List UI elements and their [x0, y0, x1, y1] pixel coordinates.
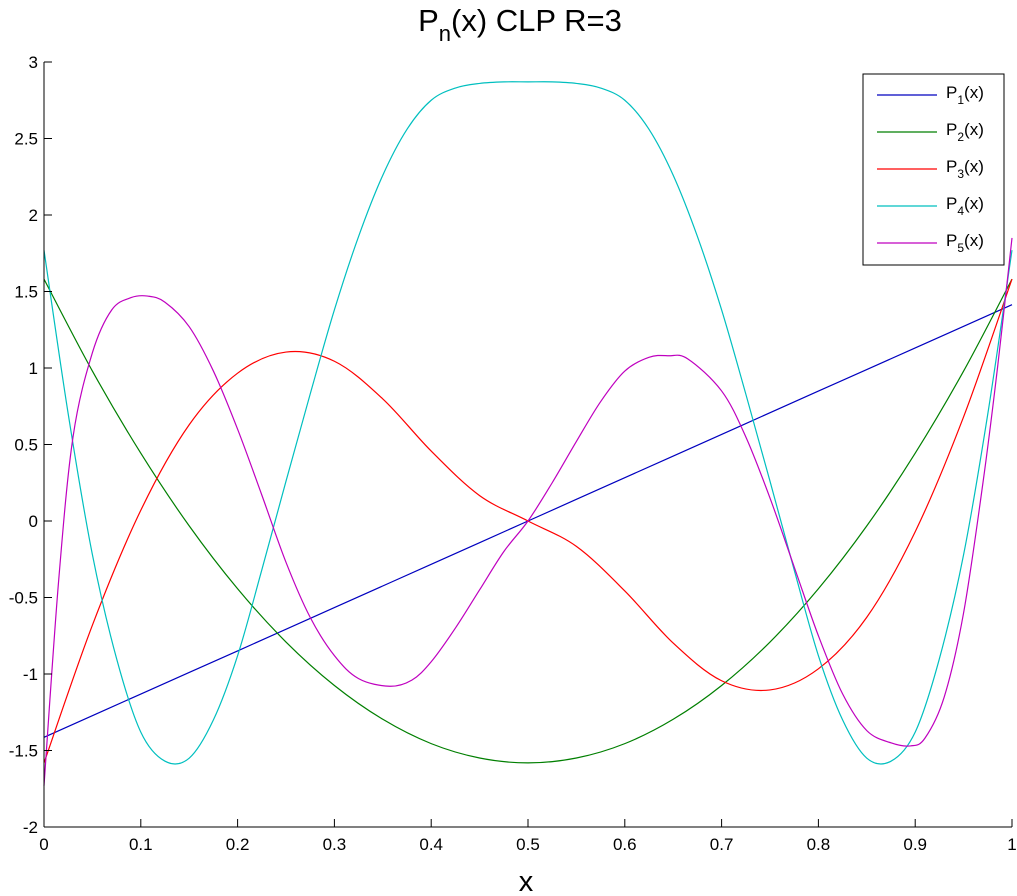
- chart-title-main: P: [418, 3, 439, 38]
- y-tick-label: -1.5: [9, 742, 38, 761]
- x-tick-label: 0.8: [807, 835, 831, 854]
- y-tick-label: -0.5: [9, 589, 38, 608]
- x-axis-label: x: [519, 866, 534, 896]
- y-tick-label: 3: [29, 53, 38, 72]
- x-tick-label: 0: [39, 835, 48, 854]
- chart-title: Pn(x) CLP R=3: [418, 3, 622, 46]
- series-line-p5: [43, 237, 1013, 786]
- x-tick-label: 0.6: [613, 835, 637, 854]
- legend-label-p5: P5(x): [946, 231, 984, 255]
- y-tick-label: -1: [23, 665, 38, 684]
- y-tick-label: 1: [29, 359, 38, 378]
- y-tick-label: 0: [29, 512, 38, 531]
- x-tick-label: 0.4: [419, 835, 443, 854]
- x-tick-label: 0.9: [903, 835, 927, 854]
- y-tick-label: 2: [29, 206, 38, 225]
- x-tick-label: 0.3: [323, 835, 347, 854]
- axes: 0 0.1 0.2 0.3 0.4 0.5 0.6 0.7 0.8 0.9 1 -2 -1.5 -1 -0.…: [9, 53, 1017, 854]
- y-tick-label: 1.5: [14, 283, 38, 302]
- x-tick-label: 0.5: [516, 835, 540, 854]
- series-line-p2: [43, 278, 1013, 764]
- x-tick-label: 0.1: [129, 835, 153, 854]
- series-line-p4: [43, 81, 1013, 765]
- legend: P1(x) P2(x) P3(x) P4(x) P5(x): [862, 73, 1005, 266]
- chart-title-rest: (x) CLP R=3: [451, 3, 622, 38]
- legend-label-p3: P3(x): [946, 157, 984, 181]
- x-tick-label: 1: [1007, 835, 1016, 854]
- y-tick-label: 0.5: [14, 436, 38, 455]
- x-tick-label: 0.2: [226, 835, 250, 854]
- legend-label-p4: P4(x): [946, 194, 984, 218]
- legend-label-p2: P2(x): [946, 120, 984, 144]
- chart-title-sub: n: [439, 21, 451, 46]
- y-tick-label: 2.5: [14, 130, 38, 149]
- plot-area: [43, 81, 1013, 786]
- legend-label-p1: P1(x): [946, 83, 984, 107]
- y-tick-label: -2: [23, 818, 38, 837]
- x-tick-label: 0.7: [710, 835, 734, 854]
